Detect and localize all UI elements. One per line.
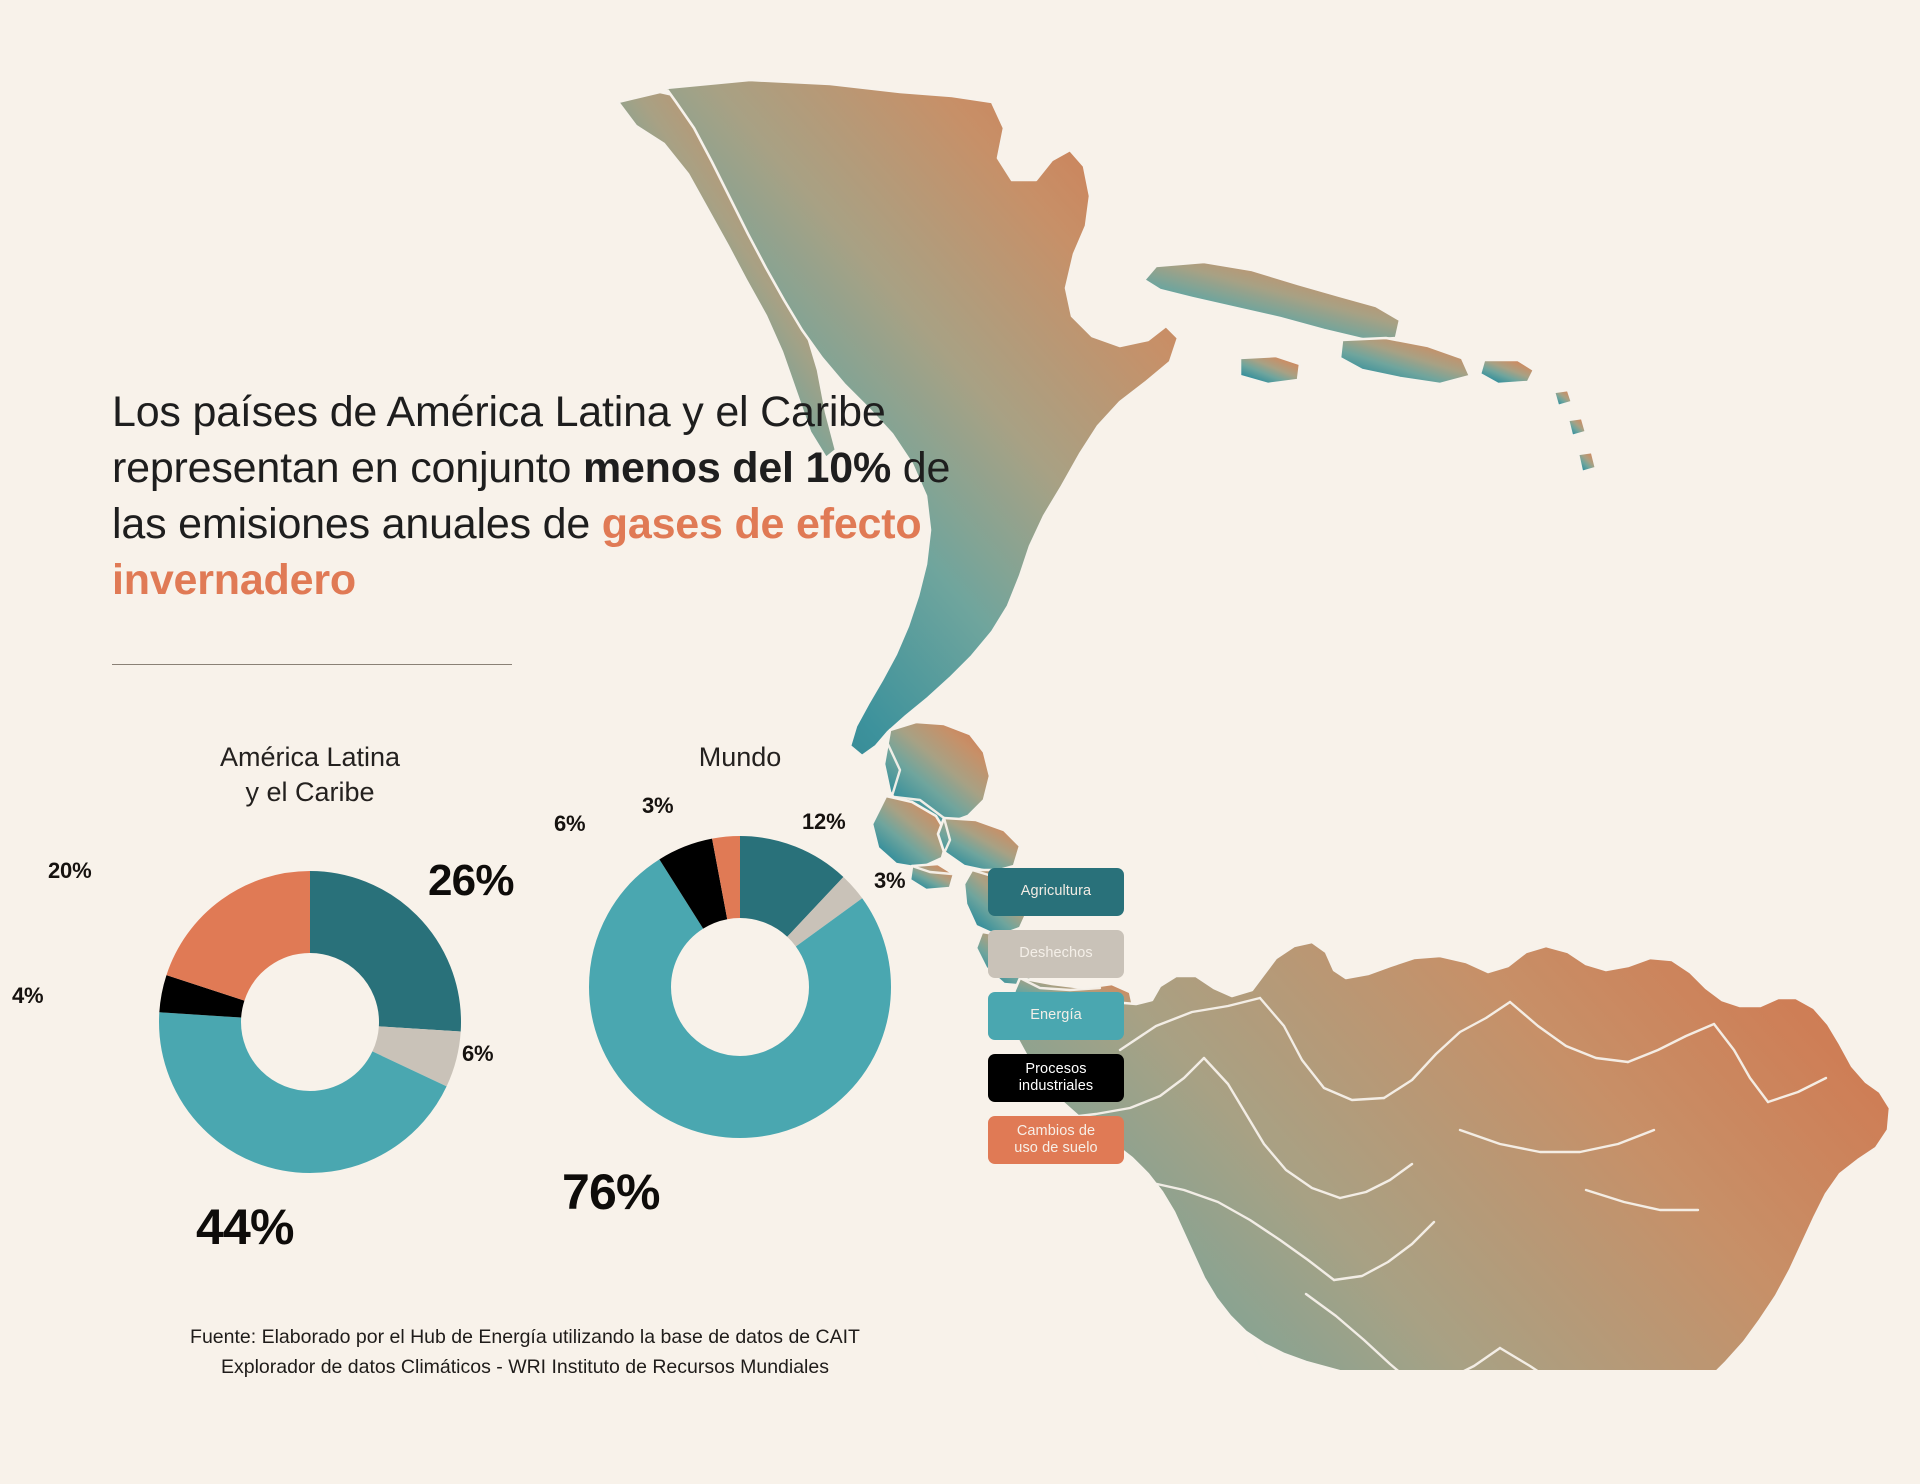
donut2-label-deshechos: 3% <box>874 868 906 894</box>
legend-item-deshechos[interactable]: Deshechos <box>988 930 1124 978</box>
chart-title-america-latina: América Latina y el Caribe <box>219 742 401 808</box>
legend-label-agricultura: Agricultura <box>1020 883 1092 900</box>
source-line-1: Fuente: Elaborado por el Hub de Energía … <box>190 1326 860 1348</box>
legend-label-deshechos: Deshechos <box>1019 945 1093 962</box>
chart-mundo: Mundo 6% 3% 12% 3% 76 <box>530 740 950 1220</box>
legend-item-energia[interactable]: Energía <box>988 992 1124 1040</box>
headline-accent: gases de efecto invernadero <box>112 499 922 604</box>
donut1-label-cambios: 20% <box>48 858 92 884</box>
donut1-label-energia: 44% <box>196 1199 294 1256</box>
donut-chart-america-latina: 20% 4% 26% 6% 44% <box>12 856 514 1255</box>
donut2-label-procesos: 6% <box>554 811 586 837</box>
legend-label-energia: Energía <box>1030 1007 1082 1024</box>
legend-item-procesos-industriales[interactable]: Procesos industriales <box>988 1054 1124 1102</box>
source-note: Fuente: Elaborado por el Hub de Energía … <box>100 1322 950 1382</box>
legend-label-cambios-uso-suelo: Cambios de uso de suelo <box>1014 1122 1098 1156</box>
chart-title-mundo: Mundo <box>698 742 782 772</box>
latin-america-map <box>600 40 1920 1370</box>
legend: Agricultura Deshechos Energía Procesos i… <box>988 868 1124 1178</box>
chart-america-latina: América Latina y el Caribe 20% <box>12 740 520 1255</box>
donut2-slice-cambios <box>589 836 891 1139</box>
donut1-label-procesos: 4% <box>12 983 44 1009</box>
headline: Los países de América Latina y el Caribe… <box>112 385 952 609</box>
donut1-label-agricultura: 26% <box>428 856 514 906</box>
donut2-slice-energia <box>589 836 891 1139</box>
donut-chart-mundo: 6% 3% 12% 3% 76% <box>554 793 906 1220</box>
donut1-slice-cambios <box>159 871 461 1174</box>
legend-label-procesos-industriales: Procesos industriales <box>1018 1060 1094 1094</box>
headline-part-1: Los países de América Latina y el Caribe… <box>112 388 886 492</box>
legend-item-cambios-uso-suelo[interactable]: Cambios de uso de suelo <box>988 1116 1124 1164</box>
source-line-2: Explorador de datos Climáticos - WRI Ins… <box>220 1356 829 1379</box>
legend-item-agricultura[interactable]: Agricultura <box>988 868 1124 916</box>
donut1-label-deshechos: 6% <box>462 1041 494 1067</box>
divider-rule <box>112 664 512 665</box>
headline-part-2: de las emisiones anuales de <box>112 443 951 548</box>
donut2-label-agricultura: 12% <box>802 809 846 835</box>
donut2-label-cambios: 3% <box>642 793 674 819</box>
headline-strong: menos del 10% <box>582 443 892 492</box>
donut2-label-energia: 76% <box>562 1164 660 1221</box>
donut1-slice-energia <box>159 871 461 1174</box>
